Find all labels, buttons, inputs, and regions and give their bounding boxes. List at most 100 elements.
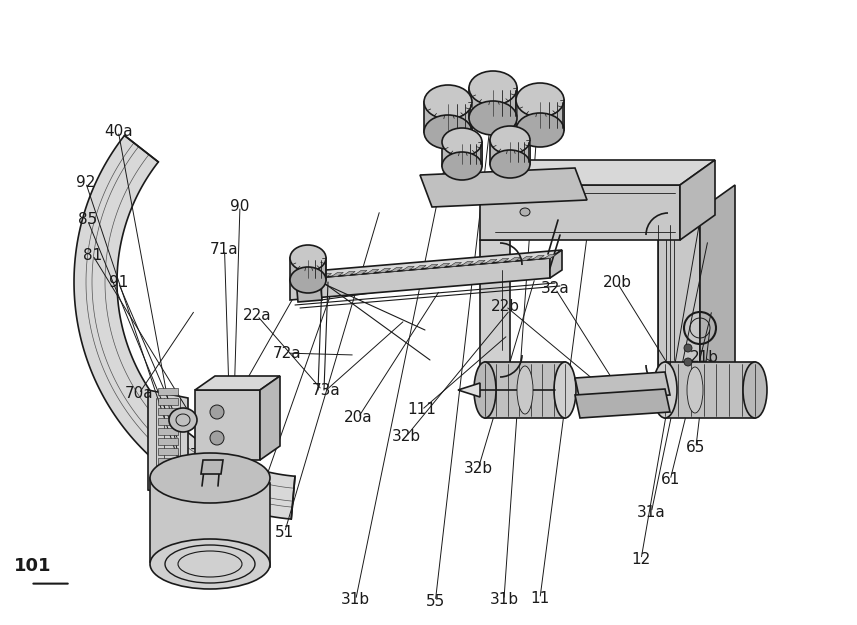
Polygon shape: [469, 88, 517, 118]
Polygon shape: [458, 383, 480, 397]
Polygon shape: [473, 261, 485, 264]
Ellipse shape: [490, 126, 530, 154]
Text: 101: 101: [14, 557, 51, 574]
Polygon shape: [658, 210, 700, 390]
Ellipse shape: [520, 208, 530, 216]
Polygon shape: [414, 266, 426, 269]
Text: 72a: 72a: [273, 346, 302, 361]
Polygon shape: [442, 142, 482, 166]
Ellipse shape: [517, 366, 533, 414]
Ellipse shape: [290, 267, 326, 293]
Ellipse shape: [150, 539, 270, 589]
Text: 81: 81: [83, 248, 102, 262]
Text: 85: 85: [78, 213, 97, 228]
Text: 92: 92: [76, 175, 95, 190]
Polygon shape: [343, 271, 355, 276]
Polygon shape: [402, 266, 414, 271]
Text: 73a: 73a: [311, 383, 340, 398]
Polygon shape: [148, 390, 188, 498]
Text: 20a: 20a: [344, 410, 373, 425]
Polygon shape: [158, 388, 178, 395]
Text: 61: 61: [661, 472, 680, 488]
Ellipse shape: [490, 150, 530, 178]
Polygon shape: [480, 240, 510, 380]
Polygon shape: [158, 408, 178, 415]
Text: 31a: 31a: [637, 505, 666, 520]
Polygon shape: [532, 256, 544, 259]
Text: 71a: 71a: [210, 242, 239, 258]
Polygon shape: [680, 160, 715, 240]
Ellipse shape: [469, 71, 517, 105]
Ellipse shape: [554, 362, 576, 418]
Polygon shape: [575, 389, 670, 418]
Ellipse shape: [516, 113, 564, 147]
Polygon shape: [391, 268, 403, 271]
Polygon shape: [195, 390, 260, 460]
Polygon shape: [665, 362, 755, 418]
Polygon shape: [158, 398, 178, 405]
Text: 21a: 21a: [243, 496, 272, 511]
Polygon shape: [201, 460, 223, 474]
Polygon shape: [308, 274, 320, 279]
Polygon shape: [195, 376, 280, 390]
Text: 20b: 20b: [602, 275, 632, 290]
Polygon shape: [544, 254, 556, 259]
Polygon shape: [150, 478, 270, 567]
Polygon shape: [485, 259, 497, 264]
Polygon shape: [290, 250, 562, 280]
Polygon shape: [158, 458, 178, 465]
Polygon shape: [332, 272, 344, 276]
Ellipse shape: [442, 152, 482, 180]
Polygon shape: [320, 274, 332, 278]
Text: 40a: 40a: [104, 124, 133, 139]
Polygon shape: [296, 278, 322, 302]
Ellipse shape: [150, 453, 270, 503]
Ellipse shape: [516, 83, 564, 117]
Ellipse shape: [210, 405, 224, 419]
Polygon shape: [700, 185, 735, 390]
Text: 12: 12: [632, 552, 650, 567]
Ellipse shape: [442, 128, 482, 156]
Ellipse shape: [424, 115, 472, 149]
Polygon shape: [520, 256, 532, 261]
Polygon shape: [379, 269, 391, 272]
Polygon shape: [575, 372, 670, 401]
Text: 121: 121: [678, 404, 707, 419]
Polygon shape: [74, 136, 295, 519]
Ellipse shape: [290, 245, 326, 271]
Polygon shape: [480, 160, 715, 185]
Text: 32a: 32a: [541, 281, 570, 296]
Ellipse shape: [169, 408, 197, 432]
Polygon shape: [426, 264, 438, 269]
Text: 31b: 31b: [489, 592, 518, 608]
Text: 32b: 32b: [392, 429, 421, 444]
Polygon shape: [485, 362, 565, 418]
Polygon shape: [158, 468, 178, 475]
Ellipse shape: [653, 362, 677, 418]
Polygon shape: [480, 185, 680, 240]
Text: 22a: 22a: [243, 308, 272, 323]
Polygon shape: [158, 428, 178, 435]
Text: 21b: 21b: [690, 350, 719, 365]
Polygon shape: [158, 478, 178, 485]
Polygon shape: [158, 418, 178, 425]
Text: 70a: 70a: [124, 386, 153, 401]
Ellipse shape: [210, 431, 224, 445]
Polygon shape: [158, 448, 178, 455]
Polygon shape: [461, 261, 473, 266]
Polygon shape: [290, 258, 326, 280]
Polygon shape: [497, 259, 509, 262]
Polygon shape: [450, 262, 462, 266]
Text: 31b: 31b: [341, 592, 370, 608]
Text: 91: 91: [109, 275, 128, 290]
Polygon shape: [438, 264, 450, 268]
Polygon shape: [367, 269, 379, 274]
Polygon shape: [490, 140, 530, 164]
Polygon shape: [420, 168, 587, 207]
Polygon shape: [296, 276, 308, 279]
Text: 70b: 70b: [189, 448, 219, 462]
Text: 90: 90: [231, 199, 249, 214]
Polygon shape: [550, 250, 562, 278]
Polygon shape: [260, 376, 280, 460]
Ellipse shape: [424, 85, 472, 119]
